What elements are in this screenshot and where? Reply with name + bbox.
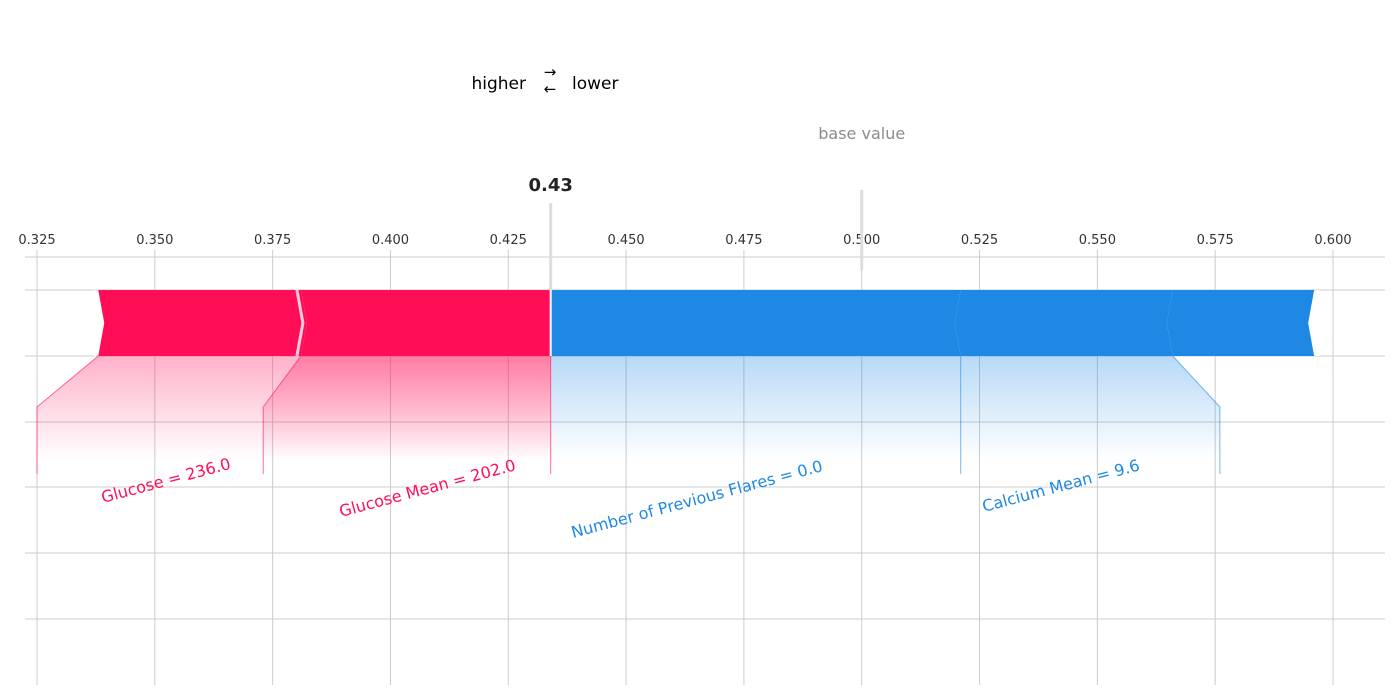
connector-line xyxy=(36,355,99,474)
tick-label: 0.475 xyxy=(725,233,762,248)
x-axis: 0.3250.3500.3750.4000.4250.4500.4750.500… xyxy=(18,233,1351,248)
connector-fill xyxy=(550,356,1220,460)
bar-separator xyxy=(92,289,102,357)
bar-separator xyxy=(295,289,305,357)
connector-line xyxy=(262,355,302,474)
label-connectors xyxy=(36,355,1221,474)
legend-higher: higher xyxy=(471,74,526,94)
tick-label: 0.575 xyxy=(1197,233,1234,248)
feature-label: Number of Previous Flares = 0.0 xyxy=(569,456,825,542)
force-bars xyxy=(92,289,1320,357)
feature-labels: Glucose = 236.0 Glucose Mean = 202.0 Numbe… xyxy=(99,454,1141,542)
output-value-label: 0.43 xyxy=(528,175,572,196)
tick-label: 0.400 xyxy=(372,233,409,248)
force-bar-negative xyxy=(954,290,1173,356)
tick-label: 0.325 xyxy=(18,233,55,248)
legend-right-arrow-icon: → xyxy=(544,63,557,81)
feature-label: Glucose = 236.0 xyxy=(99,454,233,507)
output-value-marker: 0.43 xyxy=(528,175,573,290)
feature-label: Glucose Mean = 202.0 xyxy=(337,455,518,520)
base-value-label: base value xyxy=(818,124,905,143)
force-bar-negative xyxy=(550,290,961,356)
tick-label: 0.425 xyxy=(490,233,527,248)
tick-label: 0.450 xyxy=(607,233,644,248)
legend-left-arrow-icon: ← xyxy=(544,80,557,98)
connector-line xyxy=(1172,355,1221,474)
tick-label: 0.550 xyxy=(1079,233,1116,248)
force-bar-negative xyxy=(1166,290,1315,356)
tick-label: 0.350 xyxy=(136,233,173,248)
bar-separator xyxy=(1310,289,1320,357)
tick-label: 0.375 xyxy=(254,233,291,248)
tick-label: 0.525 xyxy=(961,233,998,248)
legend: higher → ← lower xyxy=(471,63,618,98)
force-bar-positive xyxy=(98,290,307,356)
feature-label: Calcium Mean = 9.6 xyxy=(980,456,1141,516)
connector-fill xyxy=(263,356,551,460)
base-value-marker: base value xyxy=(818,124,905,270)
legend-lower: lower xyxy=(572,74,618,94)
tick-label: 0.600 xyxy=(1314,233,1351,248)
force-bar-positive xyxy=(300,290,551,356)
